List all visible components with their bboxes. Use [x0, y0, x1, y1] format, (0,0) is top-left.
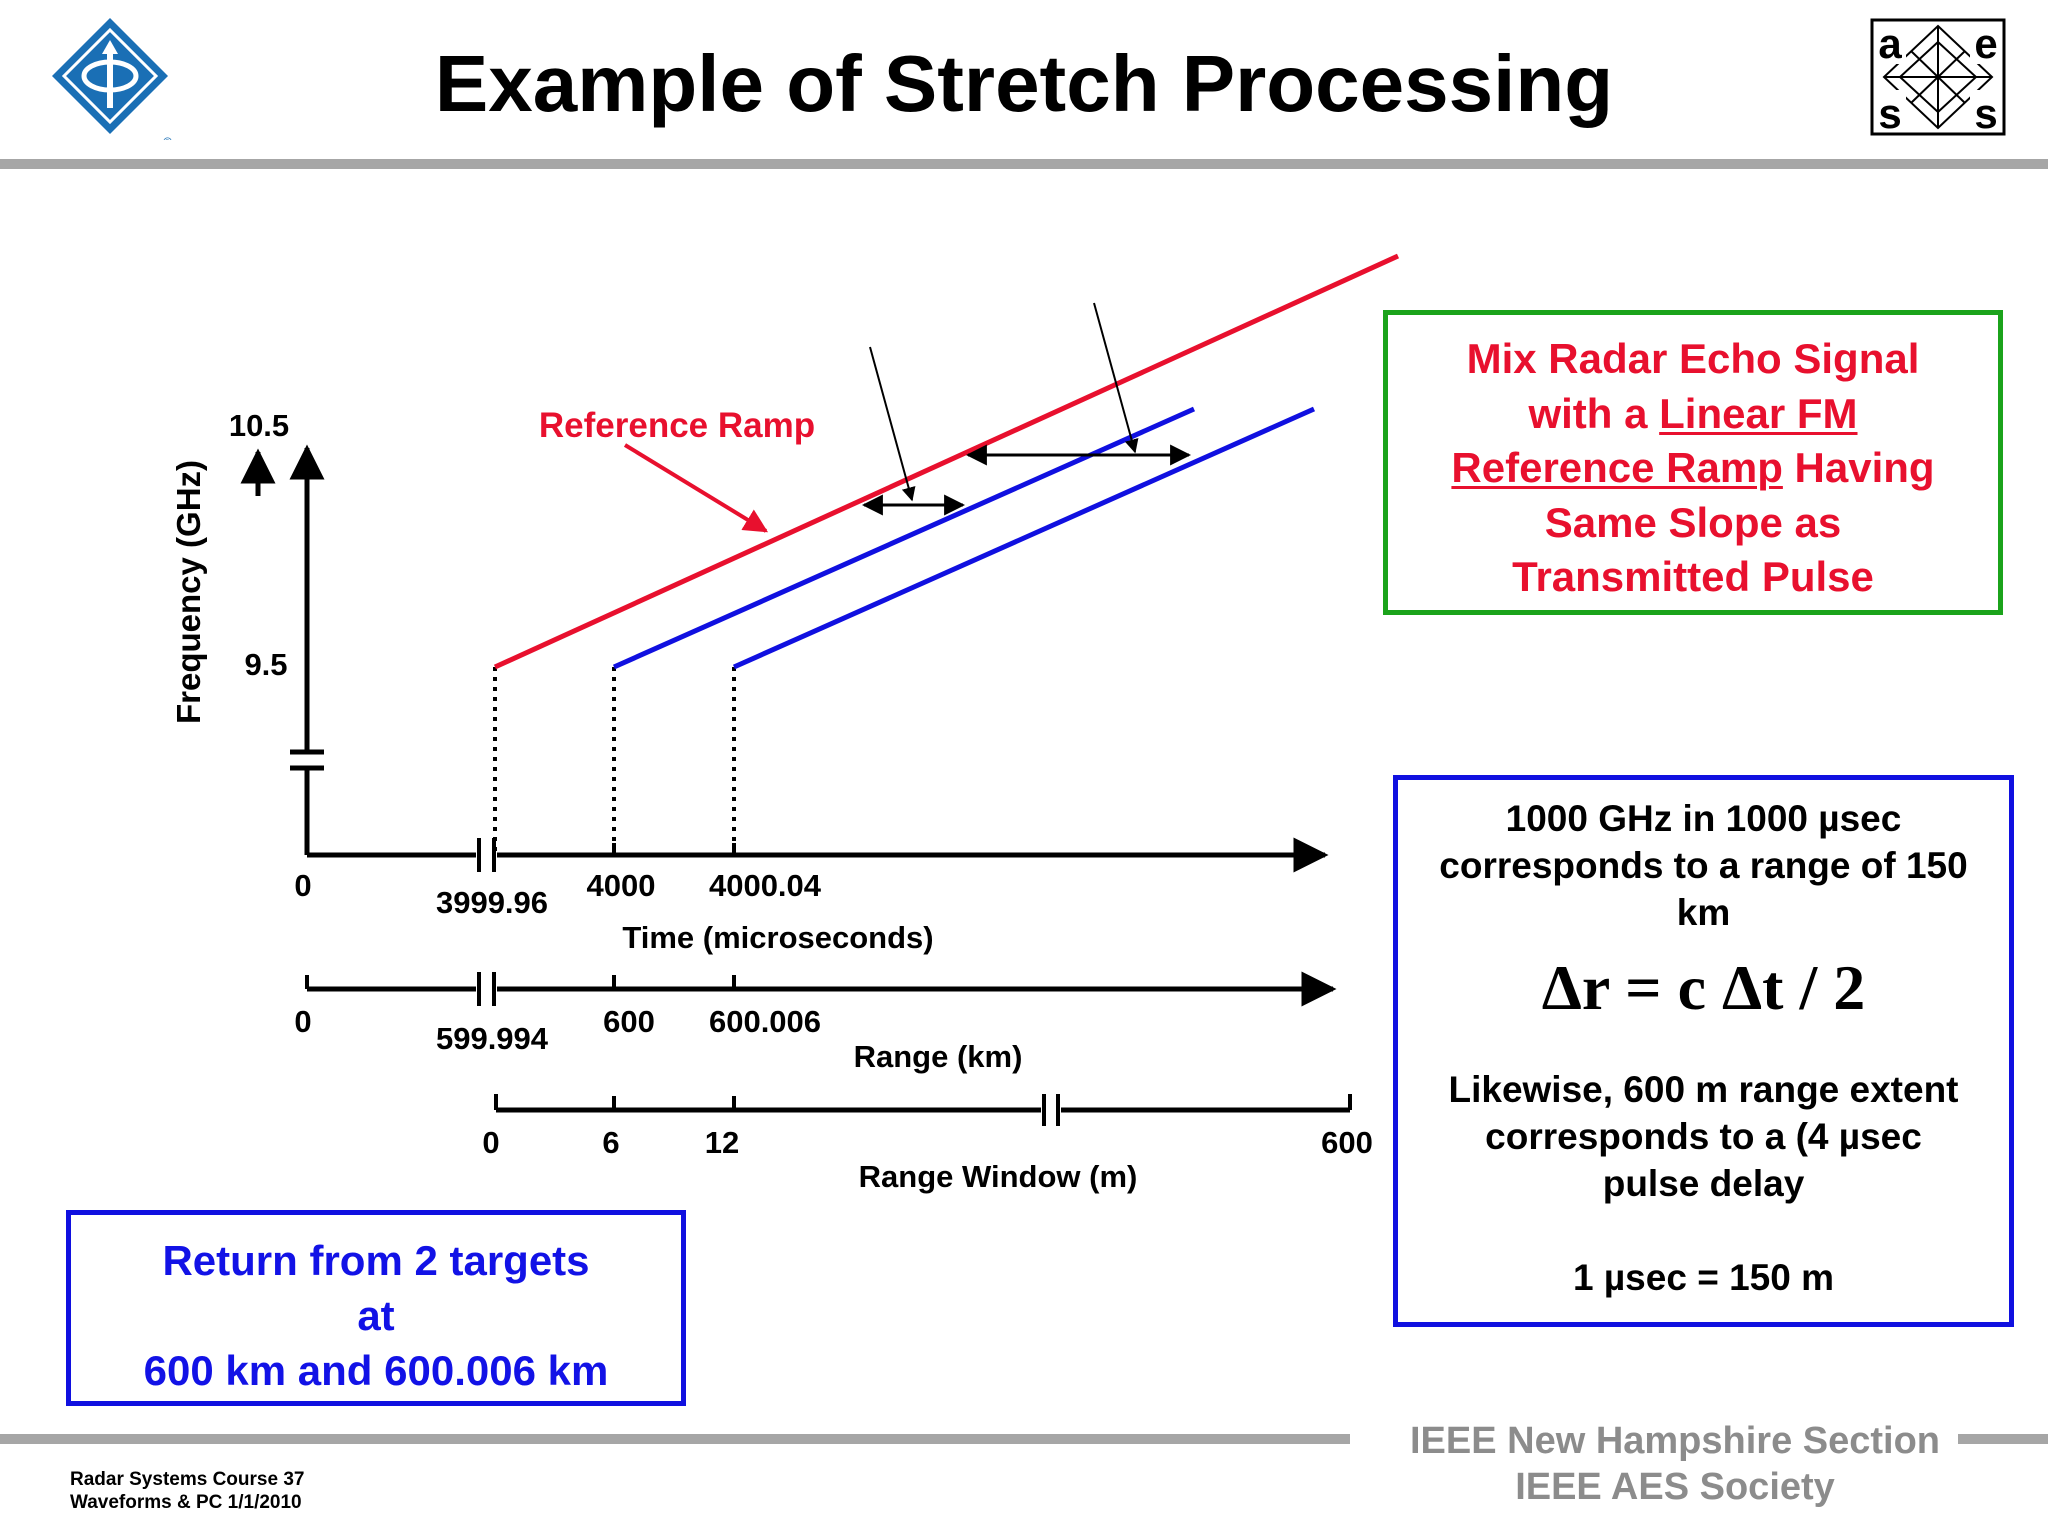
window-tick-12: 12: [705, 1125, 739, 1160]
window-axis-label: Range Window (m): [859, 1159, 1138, 1194]
mix-line-3: Reference Ramp Having: [1451, 444, 1935, 491]
page-title: Example of Stretch Processing: [434, 39, 1614, 128]
pointer-line-2: [1093, 302, 1139, 454]
rate-line-6: pulse delay: [1602, 1163, 1805, 1204]
footer-rule-right: [1958, 1434, 2048, 1444]
reference-ramp-line: [493, 253, 1400, 670]
return-line-1: Return from 2 targets: [162, 1237, 590, 1284]
range-window-axis: 0 6 12 600 Range Window (m): [482, 1094, 1373, 1194]
return-line-3: 600 km and 600.006 km: [143, 1347, 609, 1394]
window-tick-6: 6: [602, 1125, 619, 1160]
ieee-logo: ®: [52, 18, 172, 140]
echo-ramp-1: [612, 406, 1196, 670]
time-tick-3999-96: 3999.96: [436, 885, 548, 920]
window-tick-0: 0: [482, 1125, 499, 1160]
time-tick-0: 0: [294, 868, 311, 903]
range-tick-599-994: 599.994: [436, 1021, 549, 1056]
mix-line-2: with a Linear FM: [1528, 389, 1858, 437]
rate-line-4: Likewise, 600 m range extent: [1448, 1069, 1959, 1110]
range-rate-box: 1000 GHz in 1000 µsec corresponds to a r…: [1393, 775, 2014, 1327]
aes-letter-s2: s: [1974, 90, 1997, 136]
aes-letter-e: e: [1974, 20, 1997, 67]
freq-tick-10-5: 10.5: [229, 408, 289, 443]
reference-ramp-text: Reference Ramp: [1451, 444, 1783, 491]
window-tick-600: 600: [1321, 1125, 1373, 1160]
time-axis: 0 3999.96 4000 4000.04 Time (microsecond…: [294, 837, 1329, 955]
header-rule: [0, 159, 2048, 169]
pointer-line-1: [869, 346, 916, 502]
rate-line-1: 1000 GHz in 1000 µsec: [1505, 798, 1902, 839]
mix-line-4: Same Slope as: [1544, 498, 1842, 546]
rate-line-2: corresponds to a range of 150: [1439, 845, 1968, 886]
reference-ramp-pointer: [623, 443, 769, 533]
range-tick-0: 0: [294, 1004, 311, 1039]
time-tick-4000-04: 4000.04: [709, 868, 822, 903]
aes-letter-a: a: [1878, 20, 1902, 67]
freq-axis-label: Frequency (GHz): [170, 460, 207, 724]
drop-lines: [493, 667, 736, 852]
reference-ramp-label: Reference Ramp: [539, 406, 815, 445]
rate-line-5: corresponds to a (4 µsec: [1485, 1116, 1922, 1157]
mix-line-5: Transmitted Pulse: [1512, 553, 1874, 600]
echo-ramp-2: [732, 406, 1316, 670]
range-tick-600-006: 600.006: [709, 1004, 821, 1039]
footer-course: Radar Systems Course 37: [70, 1469, 305, 1490]
footer-subtitle: Waveforms & PC 1/1/2010: [70, 1492, 302, 1513]
freq-tick-9-5: 9.5: [244, 647, 287, 682]
mix-explanation-box: Mix Radar Echo Signal with a Linear FM R…: [1383, 310, 2003, 615]
svg-text:®: ®: [163, 135, 172, 140]
linear-fm-text: Linear FM: [1659, 389, 1858, 437]
range-axis-label: Range (km): [854, 1039, 1023, 1074]
return-line-2: at: [357, 1292, 395, 1339]
time-axis-label: Time (microseconds): [622, 920, 933, 955]
rate-line-3: km: [1676, 892, 1731, 933]
time-tick-4000: 4000: [587, 868, 656, 903]
frequency-axis: 10.5 9.5 Frequency (GHz): [170, 408, 325, 855]
return-targets-box: Return from 2 targets at 600 km and 600.…: [66, 1210, 686, 1406]
footer-society: IEEE AES Society: [1515, 1466, 1835, 1508]
range-axis: 0 599.994 600 600.006 Range (km): [294, 971, 1337, 1074]
range-formula: Δr = c Δt / 2: [1541, 952, 1866, 1023]
footer-organization: IEEE New Hampshire Section IEEE AES Soci…: [1350, 1418, 2000, 1510]
footer-rule-left: [0, 1434, 1350, 1444]
rate-line-7: 1 µsec = 150 m: [1573, 1257, 1834, 1298]
aes-logo: a e s s: [1870, 18, 2006, 136]
mix-line-1: Mix Radar Echo Signal: [1466, 335, 1920, 382]
aes-letter-s1: s: [1878, 90, 1901, 136]
footer-section: IEEE New Hampshire Section: [1409, 1420, 1941, 1462]
footer-course-info: Radar Systems Course 37 Waveforms & PC 1…: [70, 1468, 304, 1514]
range-tick-600: 600: [603, 1004, 655, 1039]
